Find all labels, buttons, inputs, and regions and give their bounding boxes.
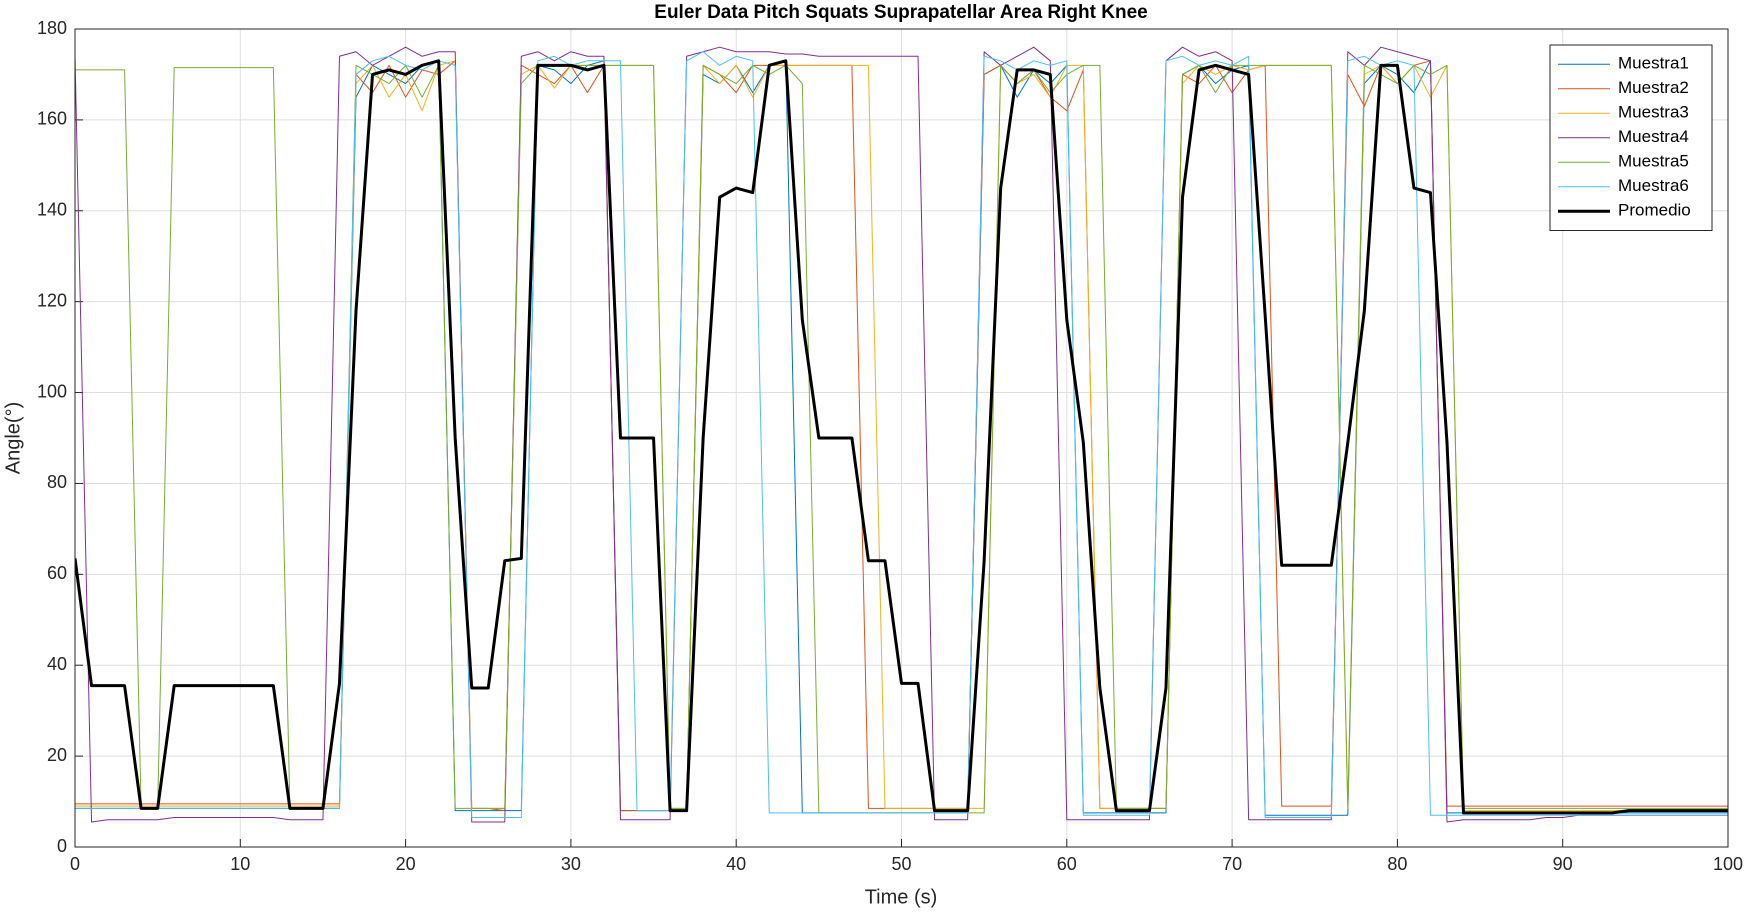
x-tick-label: 40	[726, 854, 746, 874]
axes-box	[74, 28, 1729, 848]
legend-label: Muestra2	[1618, 78, 1689, 97]
x-tick-label: 60	[1057, 854, 1077, 874]
x-tick-label: 90	[1553, 854, 1573, 874]
y-tick-label: 120	[37, 290, 67, 310]
plot-lines	[75, 46, 1728, 823]
y-tick-label: 140	[37, 200, 67, 220]
y-tick-label: 60	[47, 563, 67, 583]
legend-label: Muestra1	[1618, 54, 1689, 73]
y-tick-label: 160	[37, 109, 67, 129]
x-tick-label: 50	[891, 854, 911, 874]
legend-label: Muestra6	[1618, 176, 1689, 195]
series-line	[75, 59, 1728, 815]
x-tick-label: 0	[70, 854, 80, 874]
legend-label: Promedio	[1618, 201, 1691, 220]
y-tick-label: 180	[37, 18, 67, 38]
legend-label: Muestra5	[1618, 152, 1689, 171]
y-tick-label: 20	[47, 745, 67, 765]
y-tick-label: 40	[47, 654, 67, 674]
series-line	[75, 46, 1728, 823]
legend-label: Muestra3	[1618, 103, 1689, 122]
x-tick-label: 100	[1713, 854, 1743, 874]
x-tick-label: 20	[396, 854, 416, 874]
x-tick-label: 10	[230, 854, 250, 874]
y-tick-label: 80	[47, 472, 67, 492]
x-tick-label: 30	[561, 854, 581, 874]
legend: Muestra1 Muestra2 Muestra3 Muestra4 Muestra5…	[1549, 44, 1713, 231]
x-tick-label: 70	[1222, 854, 1242, 874]
x-tick-label: 80	[1387, 854, 1407, 874]
x-axis-label: Time (s)	[865, 886, 938, 908]
y-tick-label: 100	[37, 381, 67, 401]
y-tick-label: 0	[57, 836, 67, 856]
chart-title: Euler Data Pitch Squats Suprapatellar Ar…	[654, 2, 1147, 23]
y-axis-label: Angle(°)	[2, 402, 24, 474]
legend-label: Muestra4	[1618, 127, 1689, 146]
series-line	[75, 51, 1728, 818]
